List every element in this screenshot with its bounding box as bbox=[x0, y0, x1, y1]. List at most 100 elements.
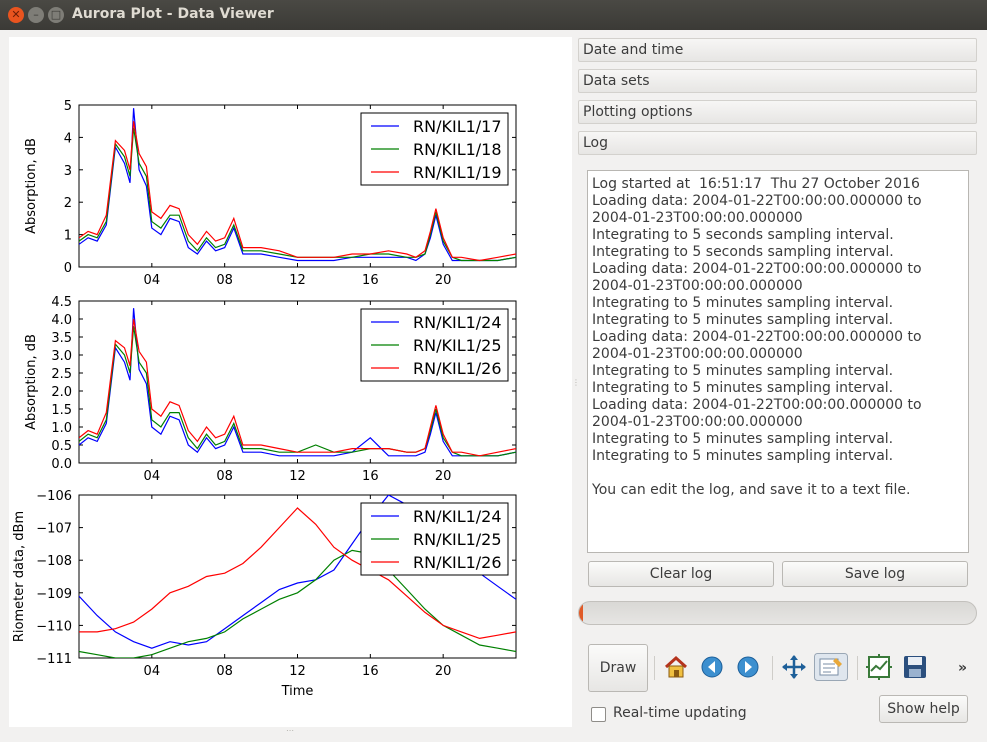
x-tick-label: 08 bbox=[216, 273, 233, 288]
y-tick-label: 0.5 bbox=[51, 439, 72, 454]
toolbar-separator bbox=[857, 656, 858, 680]
realtime-checkbox[interactable] bbox=[591, 707, 606, 722]
home-icon[interactable] bbox=[663, 654, 689, 680]
section-log[interactable]: Log bbox=[578, 131, 977, 155]
log-line: Integrating to 5 minutes sampling interv… bbox=[592, 380, 894, 396]
x-tick-label: 12 bbox=[289, 469, 306, 484]
pan-icon[interactable] bbox=[781, 654, 807, 680]
y-tick-label: 3.5 bbox=[51, 331, 72, 346]
maximize-window-button[interactable]: □ bbox=[48, 7, 64, 23]
draw-button[interactable]: Draw bbox=[588, 644, 648, 692]
series-line bbox=[79, 507, 516, 640]
legend-label: RN/KIL1/17 bbox=[413, 117, 502, 136]
x-tick-label: 12 bbox=[289, 273, 306, 288]
minimize-window-button[interactable]: – bbox=[28, 7, 44, 23]
x-tick-label: 04 bbox=[144, 664, 161, 679]
back-icon[interactable] bbox=[699, 654, 725, 680]
y-axis-label: Riometer data, dBm bbox=[12, 511, 27, 642]
progress-bar bbox=[578, 601, 977, 625]
log-line: 2004-01-23T00:00:00.000000 bbox=[592, 210, 803, 226]
legend-label: RN/KIL1/26 bbox=[413, 553, 502, 572]
y-tick-label: −108 bbox=[36, 554, 72, 569]
log-line: Integrating to 5 minutes sampling interv… bbox=[592, 312, 894, 328]
series-line bbox=[79, 318, 516, 457]
section-plotting-options[interactable]: Plotting options bbox=[578, 100, 977, 124]
realtime-label[interactable]: Real-time updating bbox=[613, 705, 747, 721]
log-textarea[interactable]: Log started at 16:51:17 Thu 27 October 2… bbox=[587, 170, 969, 553]
y-tick-label: 4 bbox=[64, 131, 72, 146]
x-tick-label: 16 bbox=[362, 664, 379, 679]
y-tick-label: 3 bbox=[64, 164, 72, 179]
toolbar-separator bbox=[654, 656, 655, 680]
x-tick-label: 12 bbox=[289, 664, 306, 679]
log-line: Integrating to 5 seconds sampling interv… bbox=[592, 227, 894, 243]
y-tick-label: 1 bbox=[64, 229, 72, 244]
log-line: Integrating to 5 minutes sampling interv… bbox=[592, 431, 894, 447]
forward-icon[interactable] bbox=[735, 654, 761, 680]
y-tick-label: −109 bbox=[36, 587, 72, 602]
y-tick-label: 3.0 bbox=[51, 349, 72, 364]
x-tick-label: 20 bbox=[435, 469, 452, 484]
bottom-splitter-handle[interactable]: ⋯ bbox=[286, 726, 294, 735]
x-tick-label: 08 bbox=[216, 664, 233, 679]
plot-toolbar: Draw » bbox=[585, 642, 977, 694]
log-line: Integrating to 5 minutes sampling interv… bbox=[592, 448, 894, 464]
legend-label: RN/KIL1/26 bbox=[413, 359, 502, 378]
log-line: 2004-01-23T00:00:00.000000 bbox=[592, 346, 803, 362]
legend-label: RN/KIL1/25 bbox=[413, 336, 502, 355]
x-tick-label: 04 bbox=[144, 273, 161, 288]
legend-label: RN/KIL1/24 bbox=[413, 313, 502, 332]
y-tick-label: −111 bbox=[36, 652, 72, 667]
y-tick-label: 1.0 bbox=[51, 421, 72, 436]
log-line: Integrating to 5 seconds sampling interv… bbox=[592, 244, 894, 260]
y-tick-label: 0 bbox=[64, 261, 72, 276]
log-line: Log started at 16:51:17 Thu 27 October 2… bbox=[592, 176, 920, 192]
x-axis-label: Time bbox=[281, 684, 314, 699]
save-figure-icon[interactable] bbox=[902, 654, 928, 680]
more-chevron-icon[interactable]: » bbox=[958, 660, 968, 676]
y-tick-label: 2 bbox=[64, 196, 72, 211]
section-data-sets[interactable]: Data sets bbox=[578, 69, 977, 93]
progress-fill bbox=[579, 602, 583, 624]
log-line bbox=[592, 465, 964, 482]
clear-log-button[interactable]: Clear log bbox=[588, 561, 774, 587]
section-date-and-time[interactable]: Date and time bbox=[578, 38, 977, 62]
log-line: 2004-01-23T00:00:00.000000 bbox=[592, 414, 803, 430]
configure-subplots-icon[interactable] bbox=[866, 654, 892, 680]
y-tick-label: 0.0 bbox=[51, 457, 72, 472]
window-title: Aurora Plot - Data Viewer bbox=[72, 6, 274, 22]
plot-area[interactable]: 0 1 2 3 4 5 04 08 12 16 20 Absorption, dB RN/KIL1/17… bbox=[9, 37, 572, 727]
window-titlebar: ✕ – □ Aurora Plot - Data Viewer bbox=[0, 0, 987, 30]
x-tick-label: 20 bbox=[435, 664, 452, 679]
y-tick-label: 4.0 bbox=[51, 313, 72, 328]
y-tick-label: 1.5 bbox=[51, 403, 72, 418]
y-axis-label: Absorption, dB bbox=[24, 334, 39, 430]
y-tick-label: −107 bbox=[36, 522, 72, 537]
y-axis-label: Absorption, dB bbox=[24, 138, 39, 234]
show-help-button[interactable]: Show help bbox=[879, 695, 968, 723]
legend-label: RN/KIL1/18 bbox=[413, 140, 502, 159]
save-log-button[interactable]: Save log bbox=[782, 561, 968, 587]
legend-label: RN/KIL1/24 bbox=[413, 507, 502, 526]
x-tick-label: 16 bbox=[362, 469, 379, 484]
x-tick-label: 20 bbox=[435, 273, 452, 288]
log-line: Loading data: 2004-01-22T00:00:00.000000… bbox=[592, 329, 922, 345]
y-tick-label: 2.5 bbox=[51, 367, 72, 382]
legend-label: RN/KIL1/25 bbox=[413, 530, 502, 549]
x-tick-label: 04 bbox=[144, 469, 161, 484]
y-tick-label: 4.5 bbox=[51, 295, 72, 310]
y-tick-label: 2.0 bbox=[51, 385, 72, 400]
log-line: Loading data: 2004-01-22T00:00:00.000000… bbox=[592, 193, 922, 209]
toolbar-separator bbox=[772, 656, 773, 680]
y-tick-label: 5 bbox=[64, 99, 72, 114]
close-window-button[interactable]: ✕ bbox=[8, 7, 24, 23]
log-line: You can edit the log, and save it to a t… bbox=[592, 482, 911, 498]
log-line: 2004-01-23T00:00:00.000000 bbox=[592, 278, 803, 294]
zoom-icon[interactable] bbox=[814, 653, 848, 681]
log-line: Loading data: 2004-01-22T00:00:00.000000… bbox=[592, 261, 922, 277]
log-line: Integrating to 5 minutes sampling interv… bbox=[592, 295, 894, 311]
splitter-handle[interactable]: ⋮ bbox=[572, 378, 580, 387]
series-line bbox=[79, 121, 516, 262]
y-tick-label: −106 bbox=[36, 489, 72, 504]
